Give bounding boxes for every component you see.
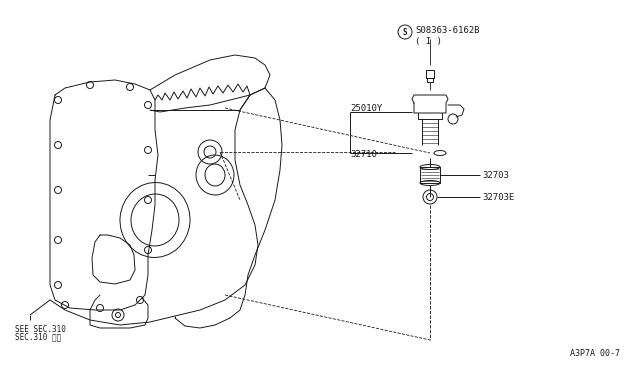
Text: SEE SEC.310: SEE SEC.310 [15, 325, 66, 334]
Text: S: S [403, 28, 407, 36]
Text: 32703E: 32703E [482, 192, 515, 202]
Text: S08363-6162B: S08363-6162B [415, 26, 479, 35]
Text: 32703: 32703 [482, 170, 509, 180]
Text: 32710: 32710 [350, 150, 377, 158]
Text: A3P7A 00-7: A3P7A 00-7 [570, 349, 620, 358]
Text: SEC.310 参照: SEC.310 参照 [15, 332, 61, 341]
Text: 25010Y: 25010Y [350, 103, 382, 112]
Text: ( I ): ( I ) [415, 36, 442, 45]
